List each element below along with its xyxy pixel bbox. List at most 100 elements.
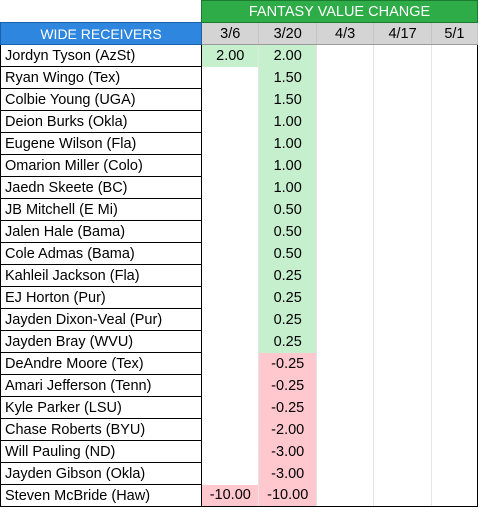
value-cell-4-17[interactable] bbox=[373, 264, 432, 287]
player-name-cell[interactable]: Kahleil Jackson (Fla) bbox=[0, 264, 203, 287]
value-cell-5-1[interactable] bbox=[431, 484, 479, 507]
value-cell-4-17[interactable] bbox=[373, 286, 432, 309]
value-cell-4-17[interactable] bbox=[373, 110, 432, 133]
date-header-5-1[interactable]: 5/1 bbox=[430, 22, 479, 45]
value-cell-5-1[interactable] bbox=[431, 308, 479, 331]
wide-receivers-header[interactable]: WIDE RECEIVERS bbox=[0, 22, 203, 45]
player-name-cell[interactable]: DeAndre Moore (Tex) bbox=[0, 352, 203, 375]
value-cell-5-1[interactable] bbox=[431, 264, 479, 287]
value-cell-5-1[interactable] bbox=[431, 198, 479, 221]
value-cell-4-17[interactable] bbox=[373, 220, 432, 243]
value-cell-3-6[interactable] bbox=[201, 286, 260, 309]
value-cell-4-3[interactable] bbox=[316, 418, 375, 441]
player-name-cell[interactable]: Chase Roberts (BYU) bbox=[0, 418, 203, 441]
value-cell-3-20[interactable]: -3.00 bbox=[258, 440, 317, 463]
value-cell-4-3[interactable] bbox=[316, 220, 375, 243]
value-cell-4-17[interactable] bbox=[373, 308, 432, 331]
value-cell-4-17[interactable] bbox=[373, 330, 432, 353]
date-header-3-20[interactable]: 3/20 bbox=[258, 22, 317, 45]
value-cell-3-20[interactable]: 0.25 bbox=[258, 286, 317, 309]
value-cell-4-17[interactable] bbox=[373, 374, 432, 397]
value-cell-5-1[interactable] bbox=[431, 418, 479, 441]
value-cell-3-20[interactable]: -3.00 bbox=[258, 462, 317, 485]
value-cell-3-20[interactable]: 0.50 bbox=[258, 242, 317, 265]
value-cell-3-6[interactable] bbox=[201, 308, 260, 331]
value-cell-4-3[interactable] bbox=[316, 396, 375, 419]
value-cell-4-3[interactable] bbox=[316, 264, 375, 287]
value-cell-4-17[interactable] bbox=[373, 154, 432, 177]
value-cell-4-3[interactable] bbox=[316, 440, 375, 463]
value-cell-4-3[interactable] bbox=[316, 352, 375, 375]
value-cell-5-1[interactable] bbox=[431, 330, 479, 353]
value-cell-4-17[interactable] bbox=[373, 242, 432, 265]
value-cell-4-3[interactable] bbox=[316, 110, 375, 133]
value-cell-5-1[interactable] bbox=[431, 132, 479, 155]
value-cell-3-20[interactable]: 1.50 bbox=[258, 66, 317, 89]
value-cell-4-3[interactable] bbox=[316, 44, 375, 67]
value-cell-5-1[interactable] bbox=[431, 374, 479, 397]
value-cell-4-3[interactable] bbox=[316, 308, 375, 331]
value-cell-5-1[interactable] bbox=[431, 440, 479, 463]
value-cell-3-20[interactable]: 0.25 bbox=[258, 264, 317, 287]
value-cell-5-1[interactable] bbox=[431, 286, 479, 309]
player-name-cell[interactable]: Kyle Parker (LSU) bbox=[0, 396, 203, 419]
value-cell-4-3[interactable] bbox=[316, 242, 375, 265]
fantasy-value-change-header[interactable]: FANTASY VALUE CHANGE bbox=[201, 0, 478, 23]
value-cell-5-1[interactable] bbox=[431, 242, 479, 265]
value-cell-3-6[interactable] bbox=[201, 264, 260, 287]
value-cell-3-6[interactable] bbox=[201, 176, 260, 199]
date-header-4-17[interactable]: 4/17 bbox=[373, 22, 432, 45]
value-cell-3-6[interactable] bbox=[201, 374, 260, 397]
value-cell-3-6[interactable] bbox=[201, 132, 260, 155]
value-cell-3-6[interactable] bbox=[201, 330, 260, 353]
value-cell-3-20[interactable]: -10.00 bbox=[258, 484, 317, 507]
value-cell-3-6[interactable] bbox=[201, 418, 260, 441]
value-cell-3-6[interactable] bbox=[201, 198, 260, 221]
value-cell-3-6[interactable] bbox=[201, 242, 260, 265]
player-name-cell[interactable]: EJ Horton (Pur) bbox=[0, 286, 203, 309]
player-name-cell[interactable]: Deion Burks (Okla) bbox=[0, 110, 203, 133]
player-name-cell[interactable]: Jayden Gibson (Okla) bbox=[0, 462, 203, 485]
value-cell-3-6[interactable] bbox=[201, 154, 260, 177]
value-cell-4-17[interactable] bbox=[373, 88, 432, 111]
value-cell-3-20[interactable]: 0.25 bbox=[258, 330, 317, 353]
date-header-4-3[interactable]: 4/3 bbox=[315, 22, 375, 45]
value-cell-4-3[interactable] bbox=[316, 484, 375, 507]
player-name-cell[interactable]: Cole Admas (Bama) bbox=[0, 242, 203, 265]
value-cell-4-3[interactable] bbox=[316, 176, 375, 199]
value-cell-4-17[interactable] bbox=[373, 484, 432, 507]
value-cell-4-17[interactable] bbox=[373, 418, 432, 441]
value-cell-3-20[interactable]: 0.50 bbox=[258, 198, 317, 221]
value-cell-3-20[interactable]: -0.25 bbox=[258, 352, 317, 375]
value-cell-3-20[interactable]: 1.00 bbox=[258, 154, 317, 177]
value-cell-3-20[interactable]: 2.00 bbox=[258, 44, 317, 67]
player-name-cell[interactable]: JB Mitchell (E Mi) bbox=[0, 198, 203, 221]
value-cell-5-1[interactable] bbox=[431, 110, 479, 133]
value-cell-3-6[interactable] bbox=[201, 220, 260, 243]
value-cell-3-6[interactable] bbox=[201, 396, 260, 419]
player-name-cell[interactable]: Jayden Dixon-Veal (Pur) bbox=[0, 308, 203, 331]
value-cell-3-20[interactable]: 1.50 bbox=[258, 88, 317, 111]
value-cell-3-6[interactable] bbox=[201, 352, 260, 375]
value-cell-4-3[interactable] bbox=[316, 198, 375, 221]
value-cell-5-1[interactable] bbox=[431, 396, 479, 419]
value-cell-3-6[interactable]: -10.00 bbox=[201, 484, 260, 507]
value-cell-3-20[interactable]: -2.00 bbox=[258, 418, 317, 441]
value-cell-5-1[interactable] bbox=[431, 462, 479, 485]
value-cell-4-17[interactable] bbox=[373, 132, 432, 155]
value-cell-5-1[interactable] bbox=[431, 66, 479, 89]
value-cell-5-1[interactable] bbox=[431, 88, 479, 111]
value-cell-4-17[interactable] bbox=[373, 352, 432, 375]
value-cell-4-3[interactable] bbox=[316, 286, 375, 309]
value-cell-4-17[interactable] bbox=[373, 462, 432, 485]
value-cell-3-20[interactable]: -0.25 bbox=[258, 374, 317, 397]
player-name-cell[interactable]: Jordyn Tyson (AzSt) bbox=[0, 44, 203, 67]
player-name-cell[interactable]: Steven McBride (Haw) bbox=[0, 484, 203, 507]
value-cell-3-6[interactable]: 2.00 bbox=[201, 44, 260, 67]
value-cell-4-17[interactable] bbox=[373, 396, 432, 419]
value-cell-3-6[interactable] bbox=[201, 66, 260, 89]
player-name-cell[interactable]: Colbie Young (UGA) bbox=[0, 88, 203, 111]
player-name-cell[interactable]: Amari Jefferson (Tenn) bbox=[0, 374, 203, 397]
value-cell-4-3[interactable] bbox=[316, 66, 375, 89]
value-cell-3-20[interactable]: 1.00 bbox=[258, 110, 317, 133]
